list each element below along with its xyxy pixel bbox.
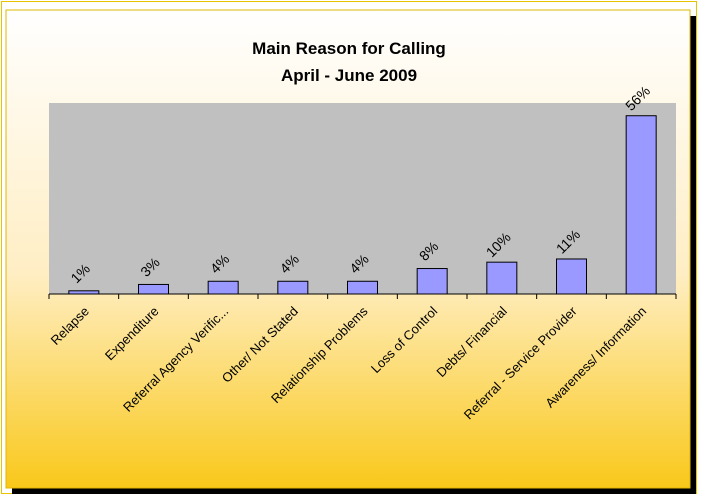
x-axis-ticks [48, 294, 677, 299]
bar-series [68, 115, 657, 295]
bar [207, 280, 239, 295]
bar [138, 283, 169, 295]
bar [277, 280, 309, 295]
chart-subtitle: April - June 2009 [281, 66, 417, 85]
bar [625, 115, 657, 295]
chart-title: Main Reason for Calling [252, 39, 446, 58]
bar [347, 280, 378, 295]
bar [556, 258, 587, 295]
bar [486, 261, 518, 295]
bar [416, 268, 448, 295]
